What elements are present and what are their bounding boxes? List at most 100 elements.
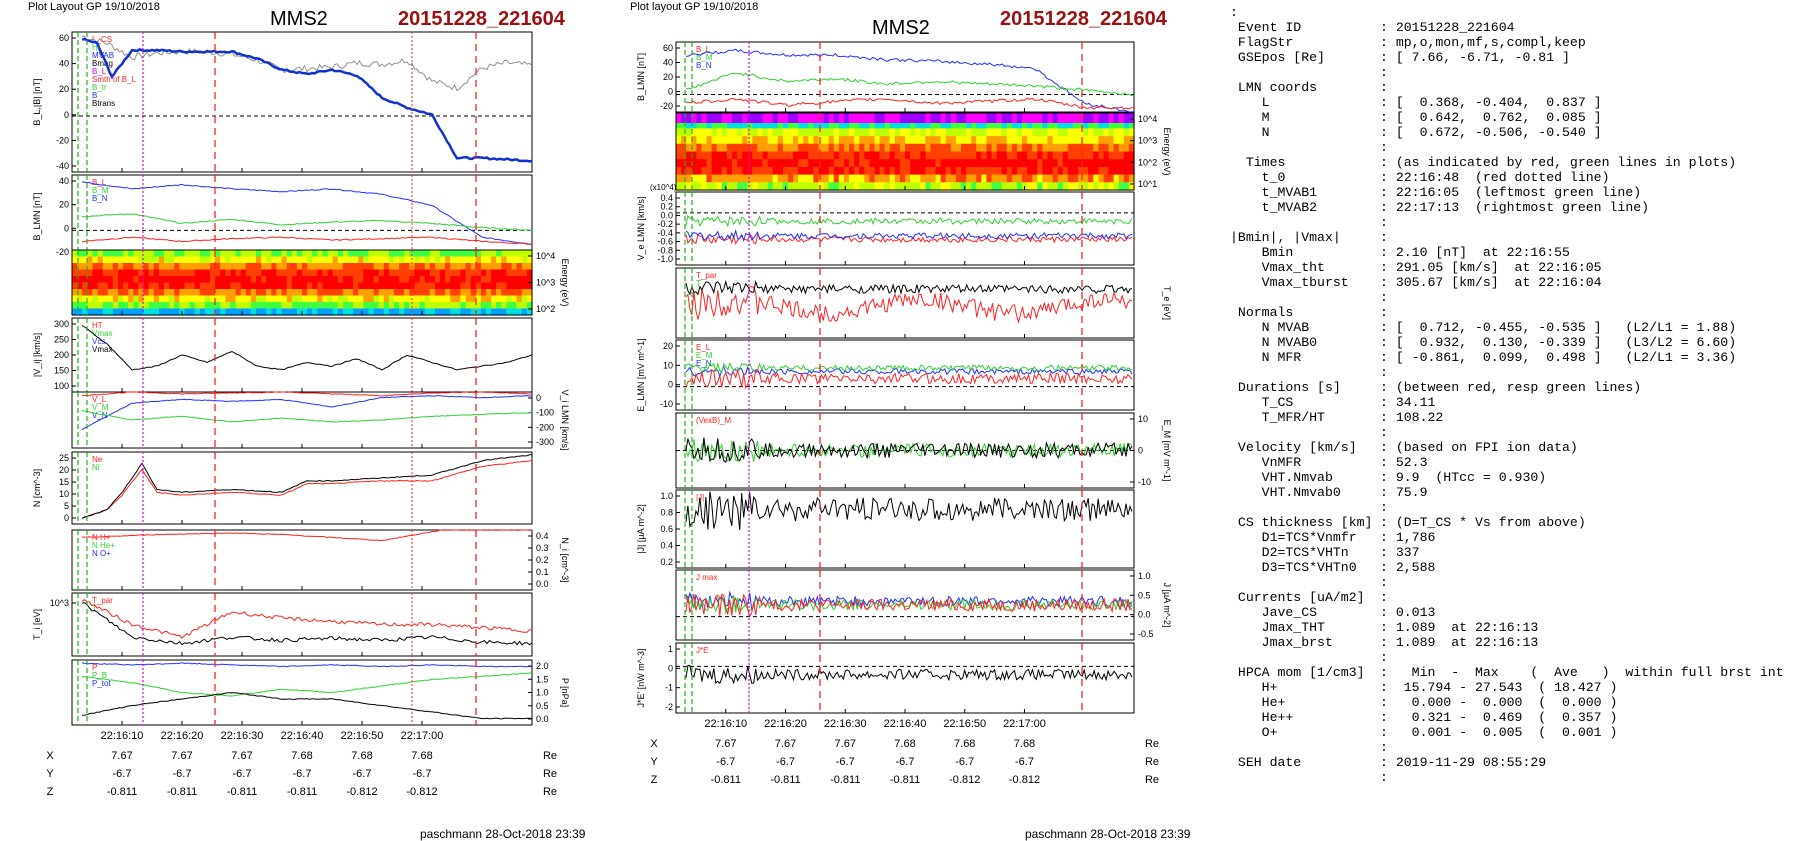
heatmap-cell (404, 250, 410, 258)
ephemeris-value: -0.812 (1009, 774, 1040, 786)
heatmap-cell (681, 143, 687, 153)
heatmap-cell (373, 308, 380, 316)
heatmap-cell (788, 174, 794, 183)
y-tick-label: 10 (59, 489, 69, 499)
heatmap-cell (859, 174, 865, 183)
heatmap-cell (976, 128, 982, 137)
heatmap-cell (1072, 136, 1079, 145)
heatmap-cell (788, 151, 794, 160)
heatmap-cell (501, 269, 507, 277)
y-axis-label: V_i LMN [km/s] (560, 389, 570, 450)
heatmap-cell (332, 276, 339, 284)
heatmap-cell (849, 174, 855, 183)
heatmap-cell (526, 302, 533, 310)
heatmap-cell (158, 295, 165, 303)
heatmap-cell (762, 120, 769, 129)
heatmap-cell (363, 250, 369, 258)
heatmap-cell (245, 276, 252, 284)
heatmap-cell (1052, 136, 1059, 145)
y-axis-label: |V_i| [km/s] (32, 333, 42, 377)
heatmap-cell (312, 269, 318, 277)
heatmap-cell (72, 250, 78, 258)
heatmap-cell (399, 256, 405, 264)
legend-label: L_CS (92, 35, 112, 44)
heatmap-cell (491, 256, 497, 264)
heatmap-cell (681, 182, 687, 191)
ephemeris-label: Z (47, 786, 54, 798)
summary-value: : (1380, 230, 1388, 245)
heatmap-cell (899, 182, 906, 191)
heatmap-cell (818, 143, 825, 153)
heatmap-cell (854, 151, 860, 160)
heatmap-cell (220, 263, 226, 271)
heatmap-cell (747, 182, 753, 191)
heatmap-cell (925, 159, 932, 168)
legend-label: P (92, 663, 97, 672)
heatmap-cell (82, 302, 88, 310)
heatmap-cell (256, 302, 262, 310)
heatmap-cell (950, 143, 957, 153)
heatmap-cell (87, 295, 93, 303)
heatmap-cell (230, 250, 237, 258)
heatmap-cell (1001, 166, 1008, 176)
summary-key: He+ (1230, 695, 1286, 710)
summary-row: : (1230, 425, 1800, 440)
heatmap-cell (706, 113, 713, 123)
ephemeris-unit: Re (1145, 756, 1159, 768)
heatmap-cell (424, 282, 431, 290)
heatmap-cell (971, 174, 977, 183)
heatmap-cell (266, 282, 272, 290)
heatmap-cell (526, 263, 533, 271)
heatmap-cell (245, 282, 252, 290)
heatmap-cell (230, 302, 237, 310)
heatmap-cell (767, 166, 774, 176)
heatmap-cell (496, 276, 502, 284)
ephemeris-unit: Re (543, 768, 557, 780)
heatmap-cell (230, 269, 237, 277)
heatmap-cell (158, 276, 165, 284)
heatmap-cell (981, 143, 987, 153)
heatmap-cell (1098, 120, 1105, 129)
heatmap-cell (511, 263, 518, 271)
summary-row: : (1230, 5, 1800, 20)
heatmap-cell (348, 308, 354, 316)
heatmap-cell (1011, 113, 1018, 123)
heatmap-cell (955, 136, 962, 145)
heatmap-cell (307, 289, 313, 297)
heatmap-cell (1047, 159, 1054, 168)
y-tick-label: -20 (660, 101, 673, 111)
heatmap-cell (261, 302, 267, 310)
heatmap-cell (399, 295, 405, 303)
heatmap-cell (1083, 136, 1089, 145)
heatmap-cell (470, 295, 477, 303)
heatmap-cell (87, 282, 93, 290)
heatmap-cell (506, 289, 513, 297)
heatmap-cell (158, 289, 165, 297)
heatmap-cell (383, 263, 390, 271)
heatmap-cell (676, 174, 682, 183)
heatmap-cell (1078, 166, 1084, 176)
heatmap-cell (475, 289, 482, 297)
panel-frame (71, 174, 533, 259)
heatmap-cell (732, 136, 738, 145)
heatmap-cell (123, 263, 129, 271)
heatmap-cell (838, 166, 845, 176)
y-tick-label: 0 (668, 663, 673, 673)
heatmap-cell (915, 113, 921, 123)
heatmap-cell (905, 174, 911, 183)
heatmap-cell (450, 256, 456, 264)
heatmap-cell (307, 302, 313, 310)
heatmap-cell (429, 282, 436, 290)
heatmap-cell (1017, 113, 1023, 123)
heatmap-cell (1128, 120, 1135, 129)
y-tick-label: -0.4 (657, 228, 673, 238)
heatmap-cell (77, 269, 83, 277)
heatmap-cell (1103, 143, 1110, 153)
heatmap-cell (92, 276, 99, 284)
heatmap-cell (884, 128, 891, 137)
heatmap-cell (118, 289, 124, 297)
heatmap-cell (210, 302, 216, 310)
summary-value: : (1380, 500, 1388, 515)
